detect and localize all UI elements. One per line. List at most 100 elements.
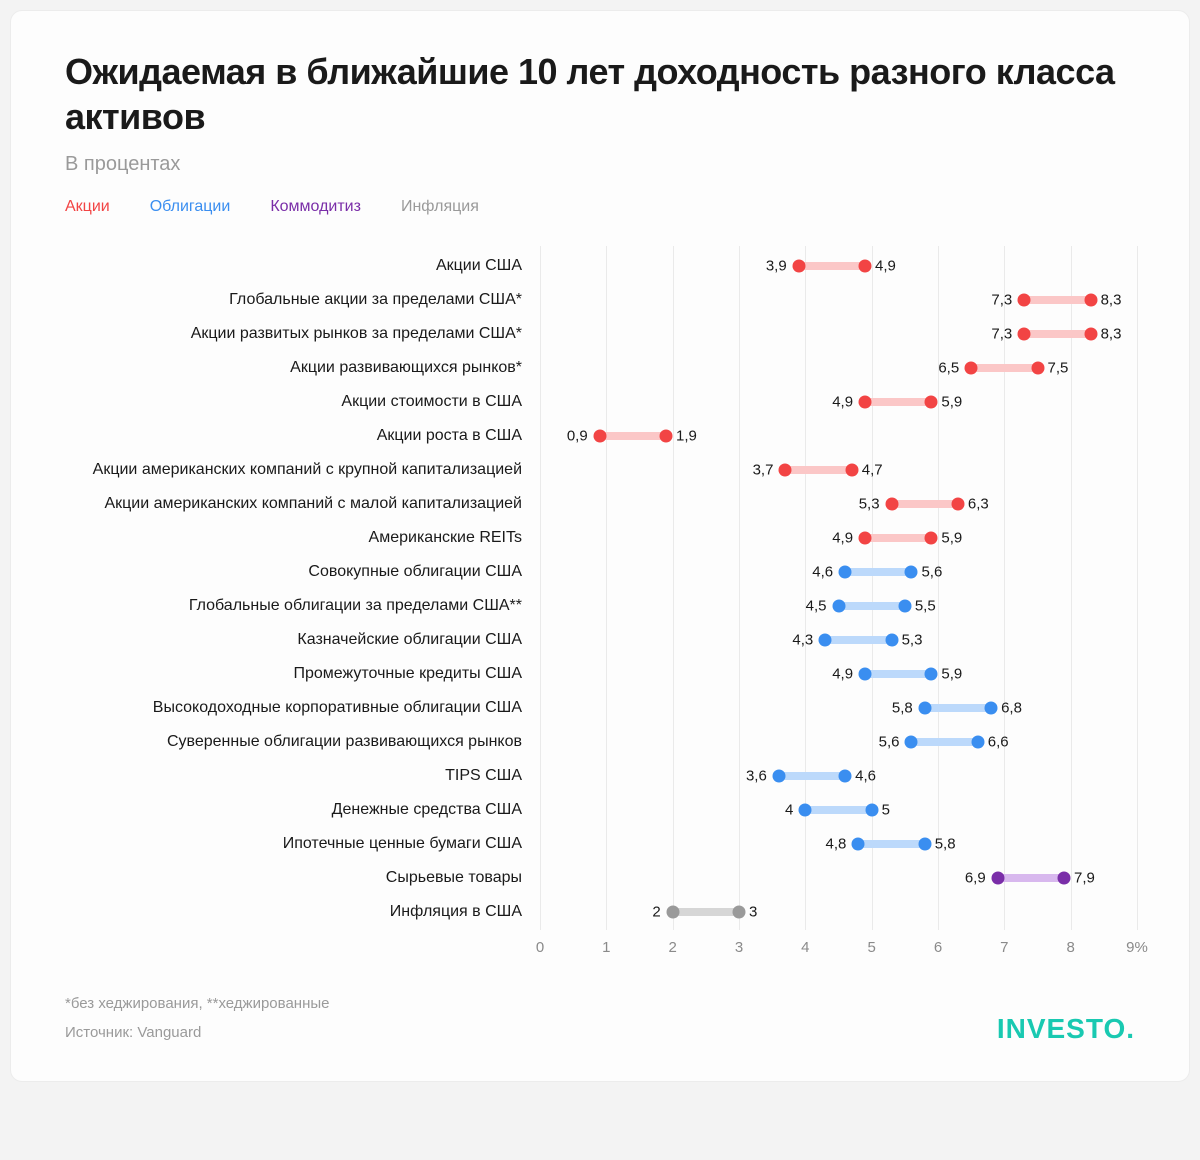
row-label: Акции США (65, 257, 540, 275)
value-label-high: 5,3 (902, 632, 923, 649)
range-dot-high (1058, 872, 1071, 885)
footnote-hedging: *без хеджирования, **хеджированные (65, 990, 1135, 1019)
chart-row: Глобальные облигации за пределами США**4… (65, 590, 1135, 622)
value-label-high: 5,9 (941, 394, 962, 411)
range-dot-high (951, 498, 964, 511)
row-plot: 5,6 6,6 (540, 726, 1135, 758)
value-label-low: 4,9 (832, 666, 853, 683)
range-dot-low (819, 634, 832, 647)
value-label-low: 7,3 (991, 292, 1012, 309)
range-dot-low (772, 770, 785, 783)
range-dot-high (885, 634, 898, 647)
row-plot: 4,95,9 (540, 658, 1135, 690)
range-dot-high (925, 668, 938, 681)
range-bar (785, 466, 851, 474)
row-label: Американские REITs (65, 529, 540, 547)
value-label-high: 6,6 (988, 734, 1009, 751)
range-dot-low (918, 702, 931, 715)
range-dot-high (905, 566, 918, 579)
range-dot-low (839, 566, 852, 579)
value-label-high: 6,3 (968, 496, 989, 513)
value-label-low: 6,9 (965, 870, 986, 887)
range-bar (799, 262, 865, 270)
gridline (1137, 246, 1138, 930)
x-tick-label: 4 (801, 939, 809, 956)
row-label: Совокупные облигации США (65, 563, 540, 581)
chart-row: TIPS США3,64,6 (65, 760, 1135, 792)
range-bar (839, 602, 905, 610)
range-bar (779, 772, 845, 780)
x-tick-label: 3 (735, 939, 743, 956)
range-bar (825, 636, 891, 644)
value-label-high: 4,7 (862, 462, 883, 479)
range-dot-high (985, 702, 998, 715)
chart-row: Казначейские облигации США4,35,3 (65, 624, 1135, 656)
row-plot: 4,3 5,3 (540, 624, 1135, 656)
row-plot: 4,65,6 (540, 556, 1135, 588)
row-plot: 4,85,8 (540, 828, 1135, 860)
range-dot-high (925, 532, 938, 545)
chart-row: Высокодоходные корпоративные облигации С… (65, 692, 1135, 724)
range-bar (1024, 296, 1090, 304)
chart-card: Ожидаемая в ближайшие 10 лет доходность … (10, 10, 1190, 1082)
x-tick-label: 5 (867, 939, 875, 956)
legend-item: Инфляция (401, 198, 479, 216)
value-label-low: 4,8 (826, 836, 847, 853)
x-tick-label: 2 (668, 939, 676, 956)
row-plot: 4,95,9 (540, 522, 1135, 554)
row-label: Суверенные облигации развивающихся рынко… (65, 733, 540, 751)
range-dot-low (885, 498, 898, 511)
chart-row: Совокупные облигации США4,65,6 (65, 556, 1135, 588)
value-label-low: 5,3 (859, 496, 880, 513)
chart-row: Акции американских компаний с крупной ка… (65, 454, 1135, 486)
range-dot-high (660, 430, 673, 443)
chart-row: Акции американских компаний с малой капи… (65, 488, 1135, 520)
x-tick-label: 8 (1066, 939, 1074, 956)
row-plot: 4,55,5 (540, 590, 1135, 622)
row-label: Высокодоходные корпоративные облигации С… (65, 699, 540, 717)
range-bar (600, 432, 666, 440)
brand-text: INVESTO (997, 1013, 1126, 1044)
value-label-high: 4,6 (855, 768, 876, 785)
range-dot-low (792, 260, 805, 273)
row-label: Инфляция в США (65, 903, 540, 921)
row-plot: 23 (540, 896, 1135, 928)
x-tick-label: 7 (1000, 939, 1008, 956)
range-bar (673, 908, 739, 916)
range-dot-low (991, 872, 1004, 885)
row-label: Промежуточные кредиты США (65, 665, 540, 683)
row-plot: 7,3 8,3 (540, 284, 1135, 316)
value-label-high: 4,9 (875, 258, 896, 275)
chart-row: Ипотечные ценные бумаги США4,85,8 (65, 828, 1135, 860)
range-bar (865, 398, 931, 406)
range-dot-low (799, 804, 812, 817)
chart-row: Суверенные облигации развивающихся рынко… (65, 726, 1135, 758)
value-label-low: 0,9 (567, 428, 588, 445)
value-label-low: 3,6 (746, 768, 767, 785)
value-label-high: 7,5 (1048, 360, 1069, 377)
range-dot-low (852, 838, 865, 851)
range-bar (911, 738, 977, 746)
value-label-low: 7,3 (991, 326, 1012, 343)
value-label-low: 5,6 (879, 734, 900, 751)
value-label-high: 6,8 (1001, 700, 1022, 717)
range-dot-high (733, 906, 746, 919)
value-label-high: 7,9 (1074, 870, 1095, 887)
x-tick-label: 1 (602, 939, 610, 956)
range-dot-low (666, 906, 679, 919)
chart-row: Глобальные акции за пределами США*7,38,3 (65, 284, 1135, 316)
chart-row: Акции США3,94,9 (65, 250, 1135, 282)
range-dot-low (1018, 294, 1031, 307)
value-label-high: 8,3 (1101, 292, 1122, 309)
row-label: Денежные средства США (65, 801, 540, 819)
brand-dot-icon: . (1126, 1013, 1135, 1044)
value-label-high: 5 (882, 802, 890, 819)
range-dot-low (832, 600, 845, 613)
range-bar (925, 704, 991, 712)
range-bar (805, 806, 871, 814)
value-label-low: 4,3 (792, 632, 813, 649)
range-dot-high (918, 838, 931, 851)
range-bar (1024, 330, 1090, 338)
row-plot: 3,74,7 (540, 454, 1135, 486)
row-label: Акции американских компаний с крупной ка… (65, 461, 540, 479)
